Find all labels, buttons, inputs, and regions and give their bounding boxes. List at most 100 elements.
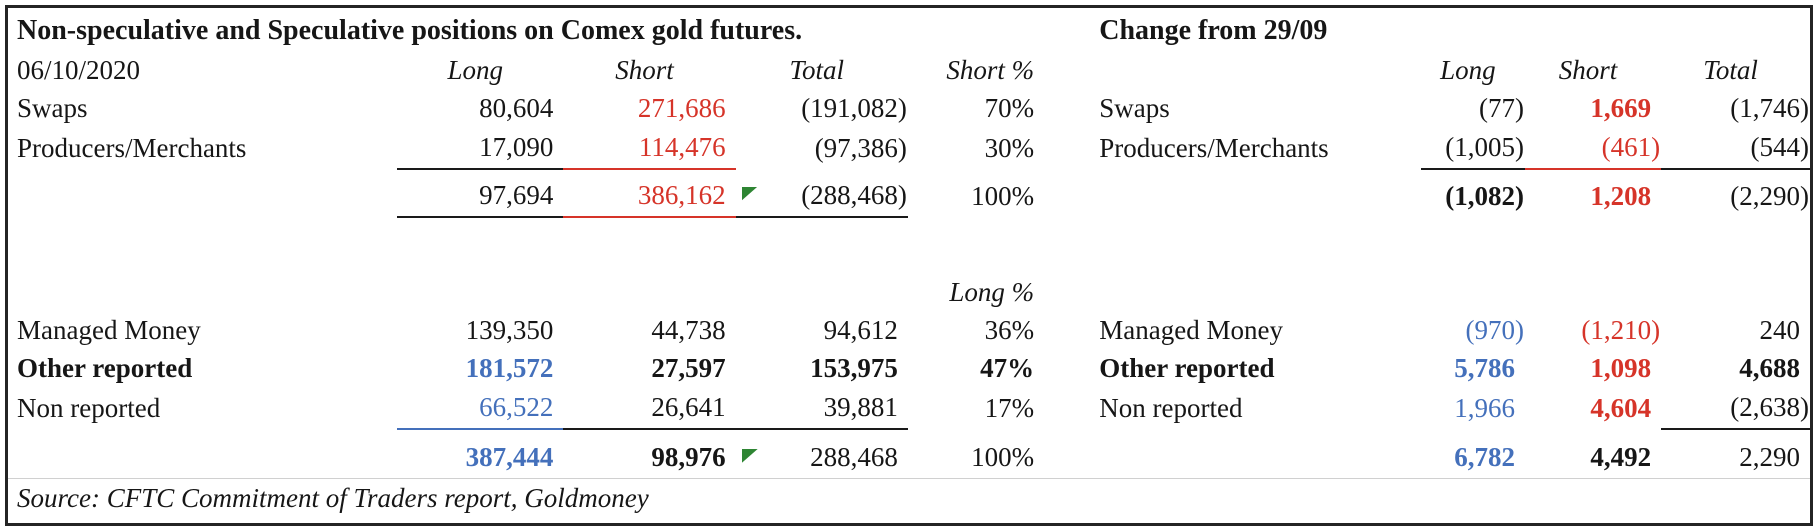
percent-cell (908, 217, 1040, 273)
row-label: Producers/Merchants (1099, 132, 1329, 163)
value-cell: (1,082) (1445, 180, 1524, 211)
row-label (7, 169, 398, 217)
value-cell: 386,162 (563, 168, 758, 218)
value-cell: 4,492 (1590, 442, 1652, 472)
value-cell: (2,290) (1730, 180, 1809, 211)
column-header: Total (1703, 54, 1758, 85)
table-row: Swaps 80,604 271,686 (191,082) 70% Swaps (77) 1… (7, 91, 1812, 129)
value-cell: 6,782 (1454, 442, 1515, 472)
positions-table: Non-speculative and Speculative position… (5, 5, 1813, 526)
value-cell: 114,476 (563, 128, 736, 170)
spacer-cell (1040, 169, 1090, 217)
value-cell: 240 (1759, 314, 1801, 345)
title-row: Non-speculative and Speculative position… (7, 7, 1812, 53)
percent-cell: 30% (984, 132, 1035, 163)
spacer-cell (1040, 273, 1090, 313)
column-header: Short (1558, 54, 1618, 85)
value-cell: 288,468 (810, 442, 898, 472)
row-label (7, 217, 398, 273)
value-cell: (1,210) (1581, 314, 1661, 345)
value-cell: 94,612 (823, 314, 898, 345)
row-label: Producers/Merchants (17, 132, 247, 163)
value-cell: 1,966 (1454, 392, 1515, 423)
row-label: Swaps (17, 92, 88, 123)
value-cell: 1,669 (1590, 92, 1652, 123)
value-cell (1661, 217, 1811, 273)
value-cell: 2,290 (1739, 442, 1800, 472)
percent-cell: 100% (971, 180, 1035, 211)
source-note: Source: CFTC Commitment of Traders repor… (6, 478, 1812, 525)
value-cell: 39,881 (735, 388, 908, 430)
value-cell: 4,604 (1590, 392, 1652, 423)
row-label: Other reported (17, 352, 193, 383)
value-cell: 153,975 (810, 352, 898, 383)
value-cell (397, 217, 563, 273)
value-cell (1525, 273, 1661, 313)
row-label: Managed Money (17, 314, 201, 345)
table-row: 06/10/2020 Long Short Total Short % Long Short… (7, 53, 1812, 91)
percent-cell: 70% (984, 92, 1035, 123)
value-cell (1421, 273, 1525, 313)
value-cell: 5,786 (1454, 352, 1515, 383)
value-cell: (288,468) (735, 168, 908, 218)
row-label: Swaps (1099, 92, 1170, 123)
row-label (1090, 53, 1421, 91)
value-cell: 66,522 (397, 388, 564, 430)
value-cell (1421, 217, 1525, 273)
row-label (1090, 273, 1421, 313)
value-cell: (970) (1465, 314, 1524, 345)
table-row: Producers/Merchants 17,090 114,476 (97,386)… (7, 128, 1812, 170)
value-cell: (97,386) (814, 132, 907, 163)
spacer-cell (1040, 53, 1090, 91)
value-cell (563, 217, 735, 273)
value-cell (736, 273, 908, 313)
spacer-cell (1040, 129, 1090, 169)
value-cell: (77) (1478, 92, 1524, 123)
table-row: Long % (7, 273, 1812, 313)
column-header: Long % (949, 276, 1035, 307)
value-cell (1661, 273, 1811, 313)
row-label: Non reported (17, 392, 161, 423)
table-row: 97,694 386,162 (288,468) 100% (1,082) 1,208 (2… (7, 168, 1812, 218)
spacer-cell (1040, 217, 1090, 273)
row-label (1090, 169, 1421, 217)
table-title-right: Change from 29/09 (1099, 15, 1328, 47)
row-label: 06/10/2020 (17, 54, 141, 85)
row-label: Non reported (1099, 392, 1243, 423)
table-row: Non reported 66,522 26,641 39,881 17% Non rep… (7, 388, 1812, 430)
source-row: Source: CFTC Commitment of Traders repor… (6, 478, 1812, 525)
value-cell: 139,350 (465, 314, 554, 345)
table-row: Managed Money 139,350 44,738 94,612 36% Manag… (7, 313, 1812, 351)
value-cell: (1,005) (1420, 128, 1525, 170)
percent-cell: 47% (980, 352, 1035, 383)
spacer-cell (1040, 389, 1090, 429)
percent-cell: 36% (984, 314, 1035, 345)
value-cell (397, 273, 563, 313)
table-row (7, 217, 1812, 273)
row-label: Managed Money (1099, 314, 1283, 345)
value-cell (736, 217, 908, 273)
value-cell: 387,444 (465, 442, 554, 472)
value-cell: (544) (1661, 128, 1812, 170)
value-cell: 44,738 (651, 314, 726, 345)
value-cell (1525, 217, 1661, 273)
table-title-left: Non-speculative and Speculative position… (17, 15, 803, 47)
row-label (1090, 429, 1421, 479)
percent-cell: 100% (971, 442, 1035, 472)
spacer-cell (1040, 429, 1090, 479)
column-header: Total (789, 54, 845, 85)
value-cell: 181,572 (465, 352, 554, 383)
value-cell: 271,686 (637, 92, 726, 123)
spacer-cell (1040, 351, 1090, 389)
row-label: Other reported (1099, 352, 1275, 383)
spacer-cell (1040, 313, 1090, 351)
value-cell: (1,746) (1730, 92, 1809, 123)
column-header: Short (615, 54, 674, 85)
value-cell: (2,638) (1661, 388, 1812, 430)
column-header: Long (447, 54, 504, 85)
value-cell: 98,976 (563, 429, 758, 479)
value-cell: 80,604 (479, 92, 554, 123)
value-cell: 97,694 (397, 168, 564, 218)
value-cell: 26,641 (563, 388, 736, 430)
